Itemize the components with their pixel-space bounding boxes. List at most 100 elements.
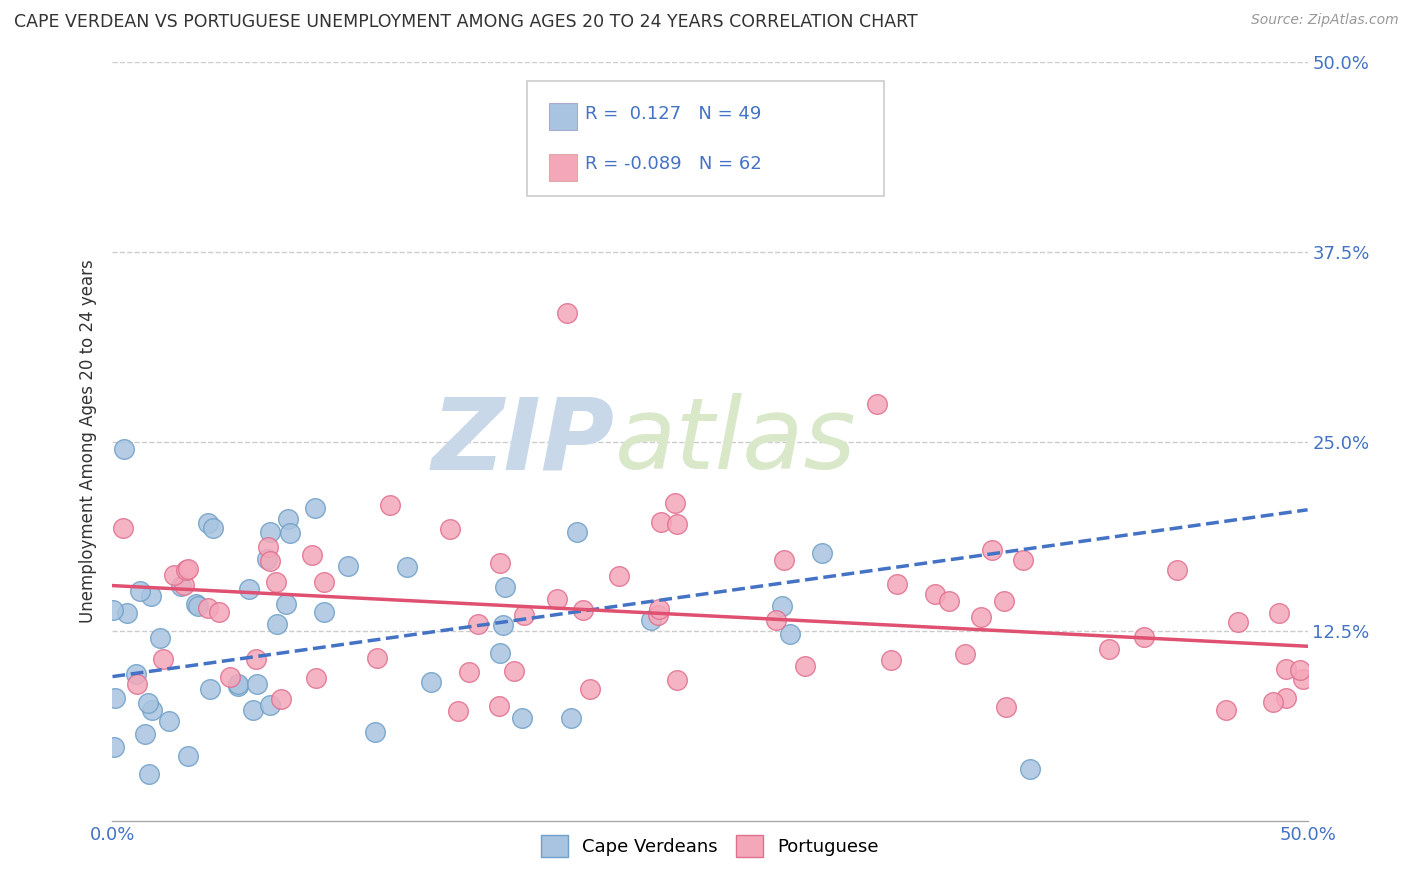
Point: [141, 703, 163, 717]
Point: [640, 613, 662, 627]
Point: [242, 703, 264, 717]
Point: [169, 579, 191, 593]
Point: [152, 652, 174, 666]
Point: [312, 574, 335, 589]
Point: [993, 594, 1015, 608]
Point: [770, 599, 793, 613]
Point: [1166, 563, 1188, 577]
Point: [337, 559, 360, 574]
Legend: Cape Verdeans, Portuguese: Cape Verdeans, Portuguese: [534, 828, 886, 864]
Point: [1215, 703, 1237, 717]
Point: [226, 679, 249, 693]
Point: [467, 616, 489, 631]
Point: [270, 692, 292, 706]
Point: [886, 577, 908, 591]
Point: [276, 597, 298, 611]
Point: [101, 602, 124, 616]
Point: [1226, 615, 1249, 629]
Point: [259, 554, 281, 568]
Point: [125, 677, 148, 691]
Point: [219, 670, 242, 684]
Point: [177, 562, 200, 576]
Point: [510, 711, 533, 725]
Point: [136, 696, 159, 710]
Point: [256, 552, 278, 566]
Point: [378, 499, 401, 513]
Point: [650, 515, 672, 529]
Point: [278, 525, 301, 540]
Point: [246, 677, 269, 691]
Point: [277, 512, 299, 526]
Point: [579, 681, 602, 696]
Y-axis label: Unemployment Among Ages 20 to 24 years: Unemployment Among Ages 20 to 24 years: [79, 260, 97, 624]
Point: [1275, 691, 1298, 706]
Point: [765, 613, 787, 627]
Point: [446, 704, 468, 718]
Text: ZIP: ZIP: [432, 393, 614, 490]
Point: [970, 610, 993, 624]
Point: [439, 522, 461, 536]
Point: [266, 616, 288, 631]
Point: [314, 605, 336, 619]
Point: [202, 520, 225, 534]
Point: [1019, 762, 1042, 776]
Point: [648, 601, 671, 615]
Point: [366, 650, 388, 665]
Point: [995, 700, 1018, 714]
Point: [565, 524, 588, 539]
Point: [546, 591, 568, 606]
Point: [880, 653, 903, 667]
Text: atlas: atlas: [614, 393, 856, 490]
Point: [149, 632, 172, 646]
Point: [114, 442, 135, 457]
Point: [134, 727, 156, 741]
Point: [572, 603, 595, 617]
Point: [647, 608, 669, 623]
Point: [924, 587, 946, 601]
Point: [953, 647, 976, 661]
Point: [125, 666, 148, 681]
Point: [555, 305, 578, 319]
Point: [259, 524, 281, 539]
Point: [174, 563, 197, 577]
Point: [420, 675, 443, 690]
Point: [264, 574, 287, 589]
Point: [177, 749, 200, 764]
Point: [396, 559, 419, 574]
Text: CAPE VERDEAN VS PORTUGUESE UNEMPLOYMENT AMONG AGES 20 TO 24 YEARS CORRELATION CH: CAPE VERDEAN VS PORTUGUESE UNEMPLOYMENT …: [14, 13, 918, 31]
Point: [811, 546, 834, 560]
Point: [197, 601, 219, 615]
Text: R = -0.089   N = 62: R = -0.089 N = 62: [585, 154, 762, 173]
Point: [488, 698, 510, 713]
Point: [1261, 695, 1284, 709]
Point: [938, 594, 960, 608]
Point: [513, 607, 536, 622]
Point: [664, 496, 686, 510]
Point: [1011, 553, 1033, 567]
Point: [197, 516, 219, 530]
Point: [103, 740, 125, 755]
Point: [1289, 663, 1312, 677]
Point: [772, 552, 794, 566]
Point: [186, 597, 208, 611]
Point: [305, 672, 328, 686]
Point: [363, 725, 385, 739]
Point: [245, 652, 267, 666]
Point: [104, 691, 127, 706]
Point: [163, 567, 186, 582]
Point: [502, 665, 524, 679]
Point: [256, 541, 278, 555]
Text: R =  0.127   N = 49: R = 0.127 N = 49: [585, 105, 762, 123]
Text: Source: ZipAtlas.com: Source: ZipAtlas.com: [1251, 13, 1399, 28]
Point: [866, 396, 889, 410]
Point: [560, 710, 582, 724]
Point: [666, 673, 689, 687]
Point: [187, 599, 209, 613]
Point: [200, 681, 222, 696]
Point: [301, 549, 323, 563]
Point: [128, 583, 150, 598]
Point: [157, 714, 180, 728]
Point: [259, 698, 281, 713]
Point: [607, 569, 630, 583]
Point: [794, 658, 817, 673]
